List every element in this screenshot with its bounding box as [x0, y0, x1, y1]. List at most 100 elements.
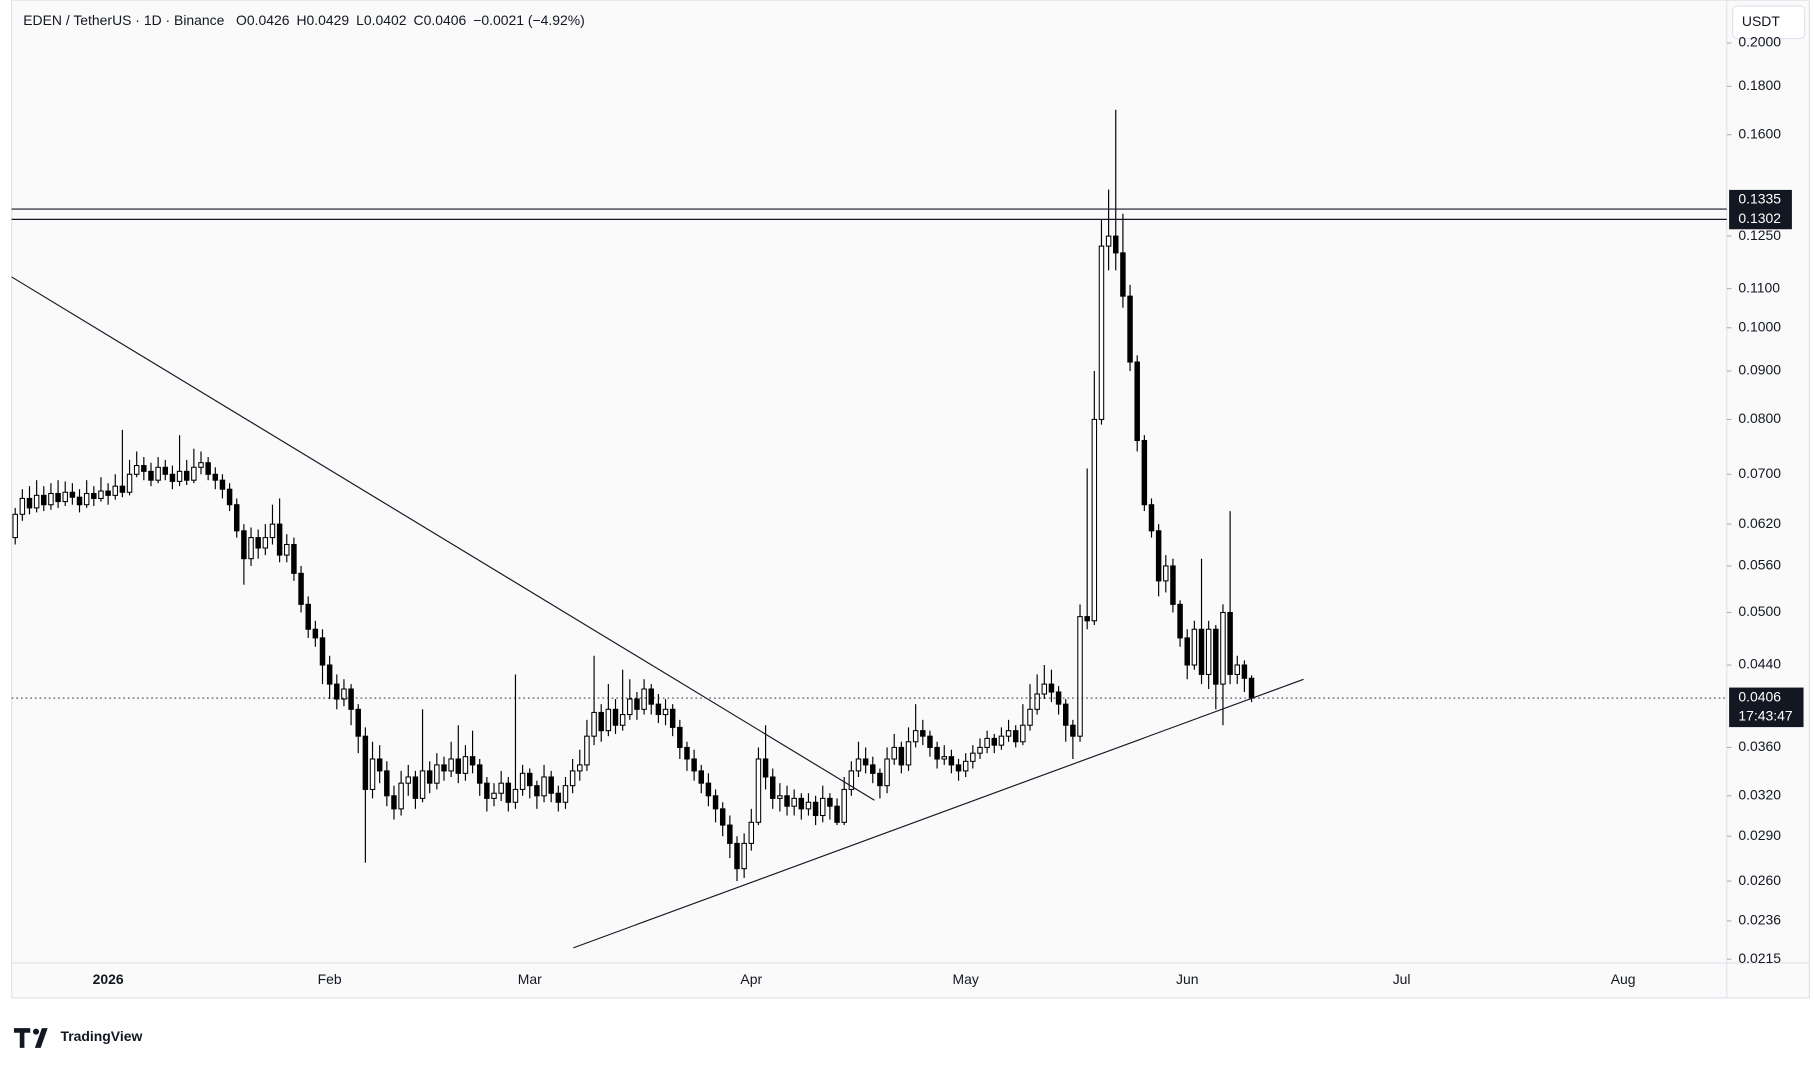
candle-body — [941, 756, 947, 760]
candle-body — [133, 465, 140, 475]
candle-body — [234, 504, 240, 532]
candle-body — [662, 708, 669, 716]
candle-body — [448, 758, 454, 772]
y-tick-label: 0.0620 — [1738, 515, 1781, 531]
candle-body — [698, 770, 705, 784]
candle-body — [734, 842, 740, 870]
candle-body — [648, 688, 654, 705]
y-tick-label: 0.0700 — [1738, 465, 1781, 481]
candle-body — [669, 708, 676, 728]
x-tick-label: Apr — [740, 971, 762, 987]
logo-slash — [34, 1028, 48, 1048]
candle-body — [598, 711, 604, 732]
candle-body — [755, 758, 762, 823]
y-tick-label: 0.0215 — [1738, 950, 1781, 966]
candle-body — [684, 746, 690, 760]
candle-body — [198, 462, 204, 468]
candle-body — [441, 764, 447, 772]
legend-close: C0.0406 — [414, 12, 467, 28]
candle-body — [991, 737, 998, 746]
y-tick-label: 0.0500 — [1738, 603, 1781, 619]
candle-body — [284, 543, 290, 556]
candle-body — [1098, 245, 1105, 420]
candle-body — [484, 782, 490, 799]
candle-body — [677, 726, 683, 748]
y-tick-label: 0.1000 — [1738, 318, 1781, 334]
candle-body — [241, 530, 247, 560]
candle-body — [920, 730, 926, 737]
candle-body — [291, 543, 297, 574]
candle-body — [877, 772, 883, 787]
candle-body — [1155, 530, 1162, 582]
candle-body — [405, 776, 411, 784]
chart-frame — [11, 0, 1810, 999]
candle-body — [627, 698, 633, 716]
candle-body — [955, 764, 962, 772]
candle-body — [512, 788, 519, 803]
candle-body — [398, 782, 404, 810]
legend-high: H0.0429 — [296, 12, 349, 28]
candle-body — [777, 795, 783, 799]
candle-body — [1248, 677, 1255, 699]
candle-body — [555, 792, 562, 803]
candle-body — [341, 688, 347, 700]
level-label-box — [1729, 209, 1792, 230]
candle-body — [1120, 252, 1126, 297]
candle-body — [376, 758, 383, 772]
countdown: 17:43:47 — [1738, 707, 1793, 723]
candle-body — [841, 788, 847, 823]
candle-body — [1020, 724, 1026, 743]
candle-body — [855, 758, 862, 772]
level-label: 0.1335 — [1738, 190, 1781, 206]
candle-body — [1163, 565, 1169, 582]
candle-body — [462, 756, 469, 774]
level-label-box — [1729, 189, 1792, 210]
candle-body — [934, 746, 940, 760]
y-tick-label: 0.0290 — [1738, 827, 1781, 843]
candle-body — [927, 735, 933, 748]
candle-body — [384, 770, 390, 797]
candle-body — [1184, 637, 1190, 666]
candle-body — [870, 764, 876, 774]
candle-body — [255, 537, 261, 549]
candle-body — [977, 746, 983, 754]
candle-body — [305, 603, 311, 630]
candle-body — [1148, 504, 1155, 532]
trend-line-up — [573, 678, 1304, 949]
legend-change: −0.0021 (−4.92%) — [473, 12, 585, 28]
candle-body — [219, 479, 226, 490]
candle-body — [498, 782, 504, 794]
candle-body — [998, 735, 1005, 746]
y-tick-label: 0.1800 — [1738, 77, 1781, 93]
currency-label[interactable]: USDT — [1742, 13, 1780, 29]
candle-body — [1062, 703, 1069, 726]
candle-body — [434, 764, 440, 784]
candle-body — [769, 776, 776, 799]
candle-body — [276, 523, 283, 556]
candle-body — [719, 808, 726, 826]
candle-body — [148, 470, 154, 481]
candle-body — [905, 741, 912, 766]
candle-body — [369, 758, 376, 790]
candle-body — [1005, 730, 1012, 737]
candle-body — [112, 485, 118, 496]
candle-body — [527, 772, 533, 787]
candle-body — [362, 735, 369, 790]
candle-body — [469, 756, 476, 766]
last-price-label: 0.0406 — [1738, 689, 1781, 705]
candle-body — [226, 488, 233, 506]
candle-body — [269, 523, 276, 539]
candle-body — [248, 537, 254, 560]
candle-body — [1141, 439, 1148, 506]
candle-body — [655, 703, 662, 716]
candle-body — [76, 496, 83, 506]
x-tick-label: 2026 — [93, 971, 124, 987]
candle-body — [1205, 628, 1212, 675]
candle-body — [1091, 418, 1098, 622]
symbol-legend: EDEN / TetherUS · 1D · Binance O0.0426 H0.… — [23, 12, 585, 28]
candle-body — [519, 772, 526, 790]
last-price-box — [1729, 687, 1804, 728]
candles — [12, 109, 1255, 882]
currency-button[interactable] — [1732, 5, 1806, 40]
candle-body — [319, 637, 326, 666]
